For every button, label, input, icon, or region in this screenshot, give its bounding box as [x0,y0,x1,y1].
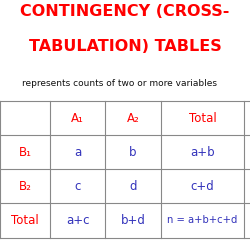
Text: b+d: b+d [120,214,146,227]
Text: CONTINGENCY (CROSS-: CONTINGENCY (CROSS- [20,4,230,19]
Text: c: c [74,180,81,193]
Text: TABULATION) TABLES: TABULATION) TABLES [28,39,222,54]
Text: Total: Total [189,112,216,125]
Text: represents counts of two or more variables: represents counts of two or more variabl… [22,79,218,88]
Text: a+c: a+c [66,214,90,227]
Text: a: a [74,146,81,159]
Text: c+d: c+d [191,180,214,193]
Text: A₂: A₂ [126,112,139,125]
Text: n = a+b+c+d: n = a+b+c+d [167,216,238,226]
Text: Total: Total [11,214,39,227]
Text: a+b: a+b [190,146,215,159]
Text: d: d [129,180,137,193]
Text: A₁: A₁ [71,112,84,125]
Text: B₁: B₁ [18,146,32,159]
Text: B₂: B₂ [18,180,32,193]
Text: b: b [129,146,137,159]
